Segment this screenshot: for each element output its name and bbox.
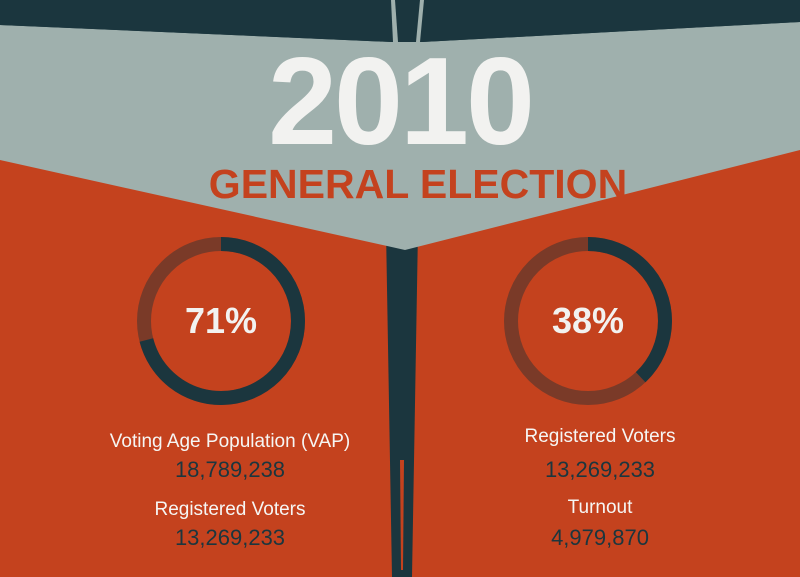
gray-chevron-band: [0, 22, 800, 250]
left-donut-svg: [137, 237, 305, 405]
right-stat1-value: 13,269,233: [544, 457, 656, 482]
left-stat2-label: Registered Voters: [154, 499, 306, 520]
left-stat1-value: 18,789,238: [174, 457, 286, 482]
right-stat2-value: 4,979,870: [551, 525, 649, 550]
subtitle-general-election: GENERAL ELECTION: [208, 161, 628, 207]
collar-line-left: [391, 0, 398, 42]
right-percent-label: 38%: [551, 300, 625, 341]
right-donut-arc: [504, 237, 672, 405]
center-dark-spine: [386, 230, 418, 577]
right-collar-shape: [422, 0, 800, 42]
left-stat1-label: Voting Age Population (VAP): [109, 431, 351, 452]
year-title: 2010: [268, 33, 535, 171]
right-stat1-label: Registered Voters: [524, 426, 676, 447]
right-donut-chart: 38%: [500, 233, 676, 409]
left-donut-chart: 71%: [133, 233, 309, 409]
spine-slit: [400, 460, 404, 570]
collar-line-right: [416, 0, 424, 42]
right-donut-svg: [504, 237, 672, 405]
left-stat2-value: 13,269,233: [174, 525, 286, 550]
left-percent-label: 71%: [184, 300, 258, 341]
left-donut-arc: [137, 237, 305, 405]
left-collar-shape: [0, 0, 392, 42]
right-stat2-label: Turnout: [567, 497, 633, 518]
